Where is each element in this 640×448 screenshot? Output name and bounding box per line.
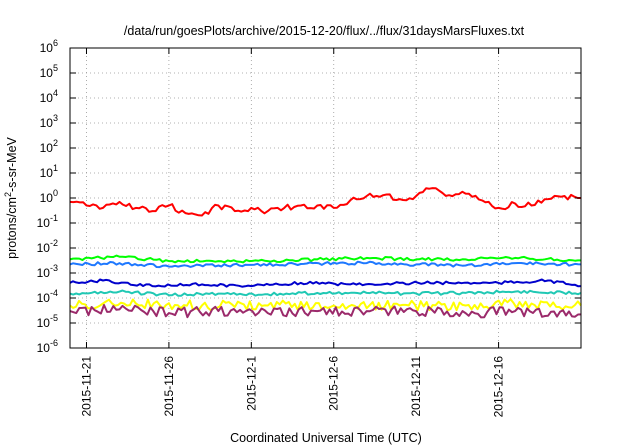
y-tick-label: 105 <box>40 63 58 80</box>
y-axis: 10-6 10-5 10-4 10-3 10-2 10-1 100 101 102 103 104 1… <box>37 38 581 355</box>
x-tick-label: 2015-12-6 <box>327 356 341 411</box>
y-tick-label: 10-4 <box>37 288 58 305</box>
series-line-5 <box>69 289 582 297</box>
x-axis-label: Coordinated Universal Time (UTC) <box>230 431 422 445</box>
y-axis-label: protons/cm2-s-sr-MeV <box>3 136 19 258</box>
series-line-2 <box>69 254 581 264</box>
y-tick-label: 10-6 <box>37 338 58 355</box>
y-axis-label-sup: 2 <box>3 192 13 197</box>
y-tick-label: 104 <box>40 88 58 105</box>
series-group <box>69 187 582 319</box>
y-tick-label: 100 <box>40 188 58 205</box>
series-line-6 <box>69 298 582 312</box>
y-tick-label: 10-3 <box>37 263 58 280</box>
y-tick-label: 101 <box>40 163 58 180</box>
y-tick-label: 10-5 <box>37 313 58 330</box>
y-tick-label: 10-2 <box>37 238 58 255</box>
x-tick-label: 2015-12-11 <box>409 356 423 417</box>
chart-title: /data/run/goesPlots/archive/2015-12-20/f… <box>124 24 525 38</box>
y-tick-label: 106 <box>40 38 58 55</box>
x-tick-label: 2015-11-21 <box>79 356 93 417</box>
y-tick-label: 103 <box>40 113 58 130</box>
series-line-3 <box>69 260 582 269</box>
x-tick-label: 2015-11-26 <box>162 356 176 417</box>
y-axis-label-base: protons/cm <box>5 197 19 259</box>
y-axis-label-rest: -s-sr-MeV <box>5 136 19 192</box>
y-tick-label: 102 <box>40 138 58 155</box>
x-tick-label: 2015-12-16 <box>492 356 506 418</box>
y-tick-label: 10-1 <box>37 213 58 230</box>
series-line-1 <box>69 187 581 217</box>
series-line-4 <box>69 278 582 288</box>
series-line-7 <box>69 304 582 319</box>
x-axis: 2015-11-21 2015-11-26 2015-12-1 2015-12-6 20… <box>79 48 506 418</box>
x-tick-label: 2015-12-1 <box>244 356 258 411</box>
